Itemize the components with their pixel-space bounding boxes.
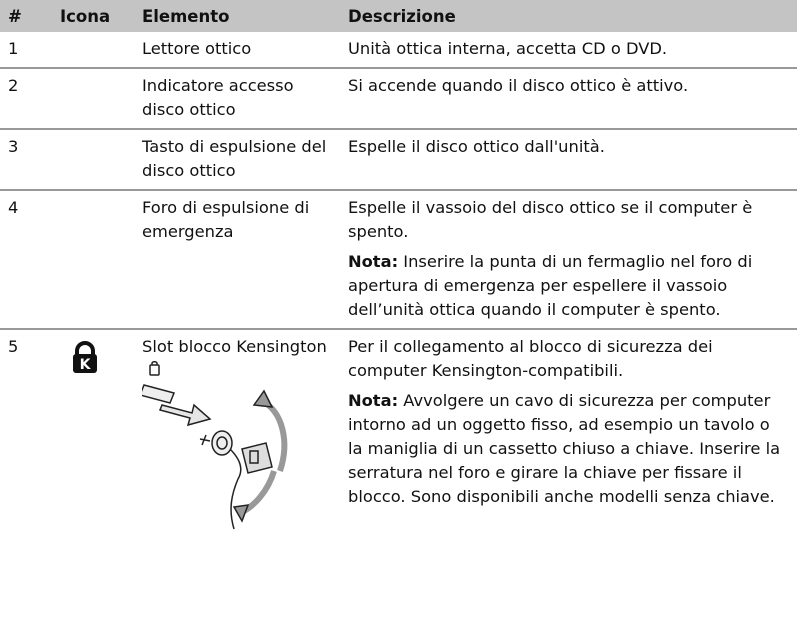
header-row: # Icona Elemento Descrizione [0, 0, 797, 32]
row: 3 Tasto di espulsione del disco ottico E… [0, 129, 797, 191]
description-cell: Per il collegamento al blocco di sicurez… [340, 329, 797, 544]
description: Si accende quando il disco ottico è atti… [340, 68, 797, 130]
kensington-illustration [138, 360, 288, 530]
note: Nota: Avvolgere un cavo di sicurezza per… [348, 389, 789, 509]
row: 2 Indicatore accesso disco ottico Si acc… [0, 68, 797, 130]
number: 5 [8, 337, 19, 356]
element: Lettore ottico [134, 32, 340, 69]
note: Nota: Inserire la punta di un fermaglio … [348, 250, 789, 322]
component-table: # Icona Elemento Descrizione 1 Lettore o… [0, 0, 797, 544]
note-label: Nota: [348, 252, 399, 271]
number: 3 [0, 129, 52, 191]
description: Per il collegamento al blocco di sicurez… [348, 337, 713, 380]
element: Indicatore accesso disco ottico [134, 68, 340, 130]
header-cell: Elemento [134, 0, 340, 32]
note-text: Avvolgere un cavo di sicurezza per compu… [348, 391, 781, 506]
note-label: Nota: [348, 391, 399, 410]
header-cell: # [0, 0, 52, 32]
kensington-icon: K [73, 341, 97, 373]
element: Tasto di espulsione del disco ottico [134, 129, 340, 191]
description: Espelle il vassoio del disco ottico se i… [348, 198, 753, 241]
row: 1 Lettore ottico Unità ottica interna, a… [0, 32, 797, 69]
row: 5 K Slot blocco Kensington [0, 329, 797, 544]
number: 2 [0, 68, 52, 130]
note-text: Inserire la punta di un fermaglio nel fo… [348, 252, 753, 319]
svg-text:K: K [80, 357, 92, 373]
number: 1 [0, 32, 52, 69]
header-cell: Descrizione [340, 0, 797, 32]
row: 4 Foro di espulsione di emergenza Espell… [0, 190, 797, 330]
element-cell: Slot blocco Kensington [134, 329, 340, 544]
number: 4 [0, 190, 52, 330]
element: Slot blocco Kensington [142, 337, 327, 356]
element: Foro di espulsione di emergenza [134, 190, 340, 330]
description: Espelle il disco ottico dall'unità. [340, 129, 797, 191]
description-cell: Espelle il vassoio del disco ottico se i… [340, 190, 797, 330]
icon-cell: K [52, 329, 134, 544]
header-cell: Icona [52, 0, 134, 32]
description: Unità ottica interna, accetta CD o DVD. [340, 32, 797, 69]
